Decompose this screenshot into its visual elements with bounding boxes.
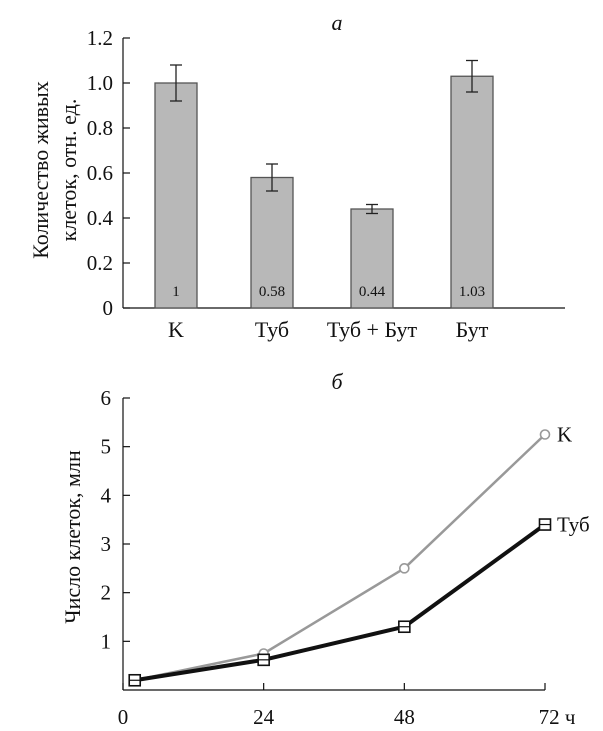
y-tick-label: 0.4	[87, 206, 114, 230]
y-tick-label: 3	[101, 532, 112, 556]
bar-chart-y-ticks: 0 0.2 0.4 0.6 0.8 1.0 1.2	[87, 26, 130, 320]
y-tick-label: 1	[101, 629, 112, 653]
y-tick-label: 0.2	[87, 251, 113, 275]
y-tick-label: 0.6	[87, 161, 113, 185]
bar-chart-bars: 1 0.58 0.44 1.03	[154, 59, 494, 309]
y-tick-label: 1.0	[87, 71, 113, 95]
category-label: Туб	[255, 317, 289, 342]
bar-chart-panel: а Количество живых клеток, отн. ед. 0 0.2…	[28, 10, 565, 342]
series-label: K	[557, 423, 572, 447]
series-point	[399, 563, 410, 574]
line-chart-series: K Туб	[128, 423, 590, 687]
x-tick-label: 72 ч	[539, 705, 576, 729]
bar-value-label: 0.58	[259, 284, 285, 300]
bar-value-label: 1	[172, 284, 180, 300]
bar-chart-title: а	[332, 10, 343, 35]
x-tick-label: 48	[394, 705, 415, 729]
line-chart-panel: б Число клеток, млн 1 2 3 4 5 6 0 24 48 72 ч K Ту…	[60, 369, 590, 729]
y-tick-label: 4	[101, 483, 112, 507]
bar-chart-ylabel-line2: клеток, отн. ед.	[56, 99, 81, 242]
bar	[250, 176, 294, 309]
bar-value-label: 1.03	[459, 284, 485, 300]
category-label: K	[168, 317, 184, 342]
line-chart-ylabel: Число клеток, млн	[60, 450, 85, 624]
bar-chart-ylabel-line1: Количество живых	[28, 81, 53, 259]
y-tick-label: 5	[101, 435, 112, 459]
bar-value-label: 0.44	[359, 284, 386, 300]
line-chart-y-ticks: 1 2 3 4 5 6	[101, 386, 130, 653]
line-chart-x-ticks: 0 24 48 72 ч	[118, 683, 576, 729]
bar	[450, 75, 494, 309]
line-chart-title: б	[331, 369, 343, 394]
series-line	[134, 433, 546, 682]
series-label: Туб	[557, 513, 590, 537]
x-tick-label: 24	[253, 705, 275, 729]
y-tick-label: 2	[101, 581, 112, 605]
bar-chart-categories: K Туб Туб + Бут Бут	[168, 317, 489, 342]
series-line	[134, 522, 547, 683]
y-tick-label: 1.2	[87, 26, 113, 50]
category-label: Бут	[456, 317, 489, 342]
series-point	[539, 429, 551, 440]
bar	[154, 82, 198, 309]
y-tick-label: 0	[103, 296, 114, 320]
x-tick-label: 0	[118, 705, 129, 729]
y-tick-label: 6	[101, 386, 112, 410]
category-label: Туб + Бут	[327, 317, 418, 342]
y-tick-label: 0.8	[87, 116, 113, 140]
bar	[350, 208, 394, 309]
